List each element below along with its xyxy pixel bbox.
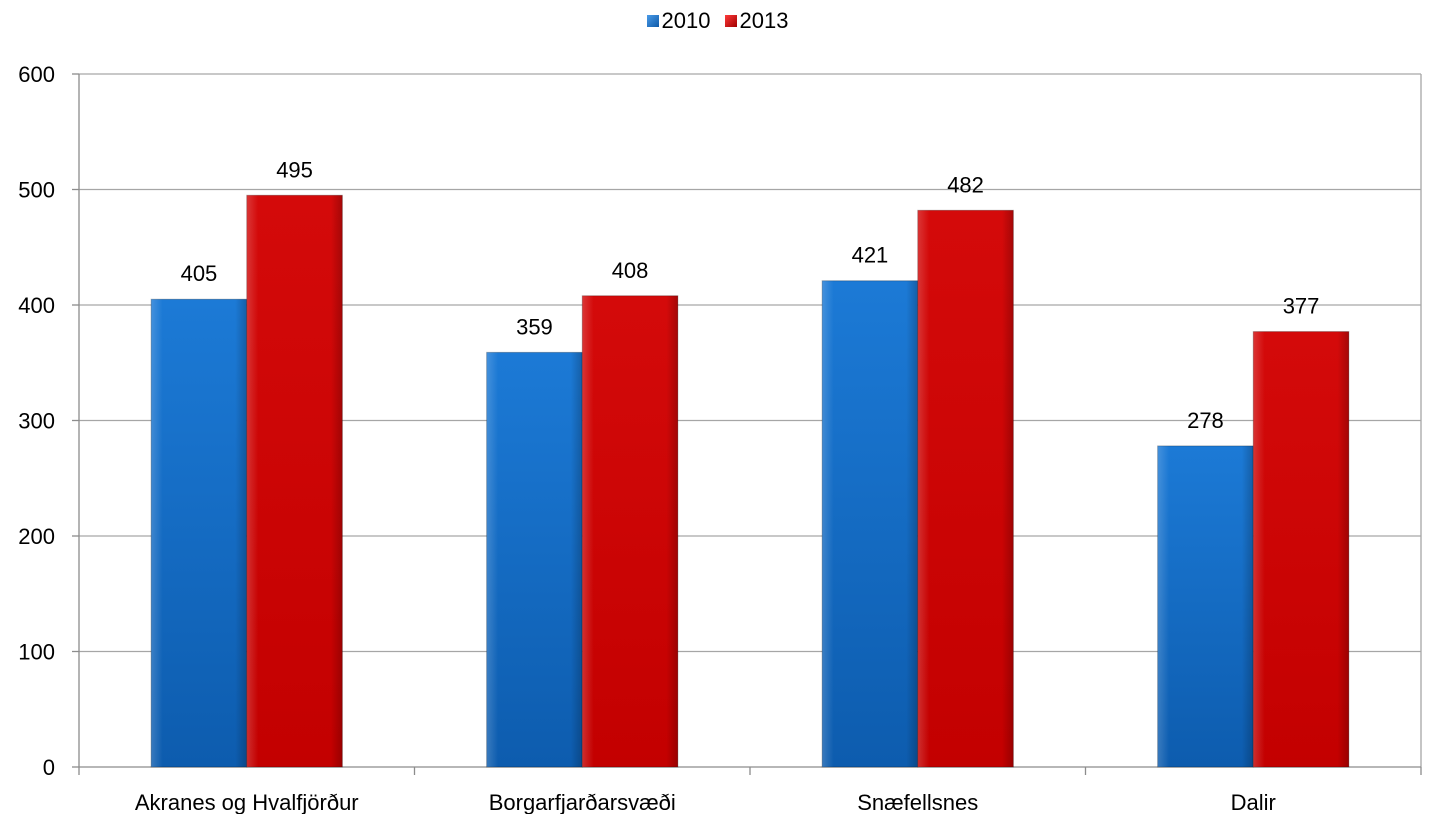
data-label: 408	[612, 258, 649, 283]
data-labels: 405 495 359 408 421 482 278 377	[181, 157, 1320, 433]
x-category-label: Snæfellsnes	[857, 790, 978, 814]
x-category-label: Dalir	[1231, 790, 1276, 814]
legend-label-2013: 2013	[739, 8, 789, 33]
data-label: 482	[947, 172, 984, 197]
data-label: 495	[276, 157, 313, 182]
y-tick-label: 200	[18, 524, 55, 549]
bars	[150, 194, 1350, 768]
bar-shading	[1157, 445, 1254, 767]
y-tick-label: 0	[43, 755, 55, 780]
data-label: 359	[516, 314, 553, 339]
data-label: 377	[1283, 294, 1320, 319]
chart-legend: 2010 2013	[0, 8, 1435, 34]
bar-shading	[917, 210, 1014, 768]
bar-shading	[582, 295, 678, 767]
legend-item-2013: 2013	[724, 8, 789, 34]
y-tick-label: 500	[18, 178, 55, 203]
bar-shading	[1253, 331, 1349, 767]
legend-item-2010: 2010	[646, 8, 711, 34]
bar-shading	[246, 195, 343, 767]
data-label: 405	[181, 261, 218, 286]
bar-shading	[486, 352, 583, 767]
y-tick-label: 300	[18, 409, 55, 434]
data-label: 421	[852, 243, 889, 268]
bar-shading	[822, 280, 918, 767]
legend-label-2010: 2010	[661, 8, 711, 33]
bar-shading	[151, 299, 247, 767]
y-tick-label: 600	[18, 62, 55, 87]
x-category-label: Akranes og Hvalfjörður	[135, 790, 359, 814]
y-tick-label: 400	[18, 293, 55, 318]
y-tick-label: 100	[18, 640, 55, 665]
legend-swatch-2010	[646, 15, 659, 27]
x-category-label: Borgarfjarðarsvæði	[489, 790, 676, 814]
legend-swatch-2013	[724, 15, 737, 27]
data-label: 278	[1187, 408, 1224, 433]
